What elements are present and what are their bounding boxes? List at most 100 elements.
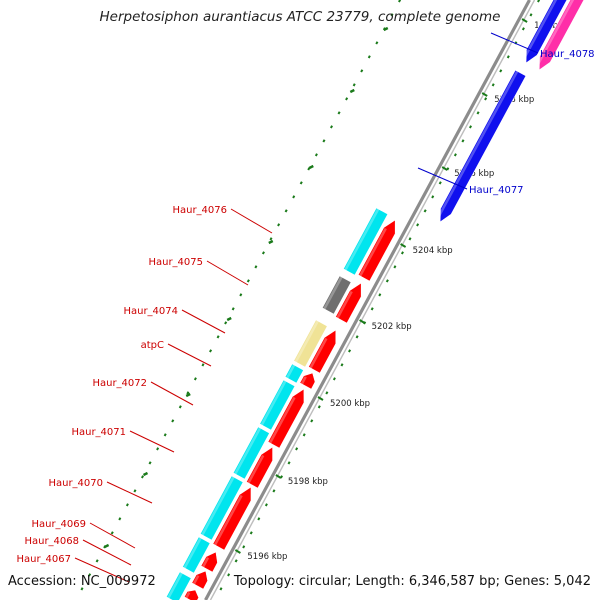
scale-tick (521, 18, 528, 23)
scale-track-inner (95, 559, 99, 563)
red-gene-atpC (299, 372, 316, 390)
scale-tick-label: 5208 kbp (494, 95, 534, 105)
scale-tick-label: 5204 kbp (413, 246, 453, 256)
scale-track-inner (193, 377, 197, 381)
scale-track-outer (264, 503, 268, 507)
gene-label-haur_4074: Haur_4074 (123, 306, 178, 317)
gray-gene-4075 (321, 275, 352, 315)
scale-track-inner (398, 0, 402, 3)
scale-track-inner (133, 489, 137, 493)
red-gene-4068 (191, 570, 209, 590)
scale-track-outer (506, 55, 510, 59)
scale-track-inner (246, 279, 250, 283)
scale-track-inner (322, 139, 326, 143)
inner-tick (104, 543, 110, 549)
scale-track-inner (186, 391, 190, 395)
blue-gene-4077-highlight (435, 70, 519, 221)
scale-tick (359, 319, 366, 324)
scale-track-outer (537, 0, 541, 3)
cyan-gene-4067-highlight (167, 572, 183, 599)
scale-tick-label: 5198 kbp (288, 477, 328, 487)
inner-tick (383, 26, 389, 32)
red-gene-atpC-highlight (300, 376, 307, 385)
scale-track-inner (277, 223, 281, 227)
red-gene-4067 (183, 589, 200, 600)
cyan-gene-4069 (182, 536, 211, 574)
map-title: Herpetosiphon aurantiacus ATCC 23779, co… (99, 9, 501, 25)
scale-track-outer (469, 125, 472, 129)
scale-track-inner (352, 83, 356, 87)
scale-track-outer (242, 545, 246, 549)
scale-track-inner (201, 363, 205, 367)
red-gene-4072 (267, 388, 305, 449)
gene-label-leader (181, 309, 226, 334)
red-gene-4076 (357, 219, 396, 282)
scale-track-inner (314, 153, 318, 157)
scale-track-inner (231, 307, 235, 311)
gray-gene-4075-highlight (323, 276, 343, 310)
scale-track-inner (148, 461, 152, 465)
gene-label-haur_4076: Haur_4076 (172, 205, 227, 216)
gene-label-haur_4071: Haur_4071 (71, 427, 126, 438)
inner-tick (349, 88, 355, 94)
scale-track-outer (332, 377, 336, 381)
red-gene-4072-highlight (268, 396, 296, 444)
scale-tick-label: 5206 kbp (454, 169, 494, 179)
scale-track-outer (491, 83, 495, 87)
gene-label-leader (167, 343, 212, 367)
scale-tick (441, 166, 448, 171)
scale-tick-label: 5200 kbp (330, 399, 370, 409)
cyan-gene-4069-highlight (183, 537, 202, 569)
cyan-gene-4071-highlight (234, 427, 262, 475)
scale-track-inner (390, 13, 394, 17)
scale-track-outer (348, 349, 352, 353)
inner-tick (268, 239, 274, 245)
scale-tick (275, 474, 282, 479)
scale-track-outer (521, 27, 525, 31)
scale-track-outer (302, 433, 306, 437)
gene-label-haur_4070: Haur_4070 (48, 478, 103, 489)
scale-track-inner (141, 475, 144, 479)
blue-gene-4077 (439, 69, 527, 223)
khaki-gene-atpC (293, 319, 328, 368)
red-gene-4071-highlight (247, 454, 265, 484)
genome-summary: Topology: circular; Length: 6,346,587 bp… (233, 574, 591, 589)
red-gene-4075-highlight (336, 290, 353, 319)
inner-tick (185, 392, 191, 398)
red-gene-4070 (212, 486, 252, 551)
gene-label-leader (150, 381, 194, 406)
cyan-gene-atpC-highlight (286, 364, 296, 379)
red-gene-4075 (335, 282, 362, 324)
cyan-gene-4076-highlight (344, 208, 380, 271)
scale-track-outer (400, 251, 404, 255)
red-gene-4074-highlight (309, 337, 328, 369)
gene-label-haur_4069: Haur_4069 (31, 519, 86, 530)
scale-track-inner (209, 349, 213, 353)
scale-tick (317, 396, 324, 401)
scale-track-outer (370, 307, 374, 311)
scale-track-outer (234, 559, 238, 563)
scale-track-inner (88, 573, 92, 577)
scale-track-inner (216, 335, 220, 339)
scale-track-outer (227, 573, 231, 577)
scale-track-inner (125, 503, 129, 507)
red-gene-4074 (308, 329, 337, 374)
scale-track-outer (408, 237, 412, 241)
scale-track-outer (476, 111, 480, 115)
cyan-gene-4070 (199, 475, 244, 541)
scale-track-outer (529, 13, 533, 17)
gene-label-leader (74, 557, 130, 583)
accession-text: Accession: NC_009972 (8, 574, 156, 589)
scale-track-inner (269, 237, 273, 241)
scale-track-inner (299, 181, 303, 185)
gene-label-leader (89, 522, 136, 549)
scale-track-inner (375, 41, 379, 45)
scale-track-inner (345, 97, 349, 101)
scale-track-inner (360, 69, 364, 73)
gene-label-leader (490, 32, 539, 54)
gene-label-haur_4068: Haur_4068 (24, 536, 79, 547)
scale-track-outer (423, 209, 427, 213)
pink-gene-highlight (534, 0, 575, 69)
scale-track-outer (499, 69, 503, 73)
scale-track-inner (284, 209, 288, 213)
